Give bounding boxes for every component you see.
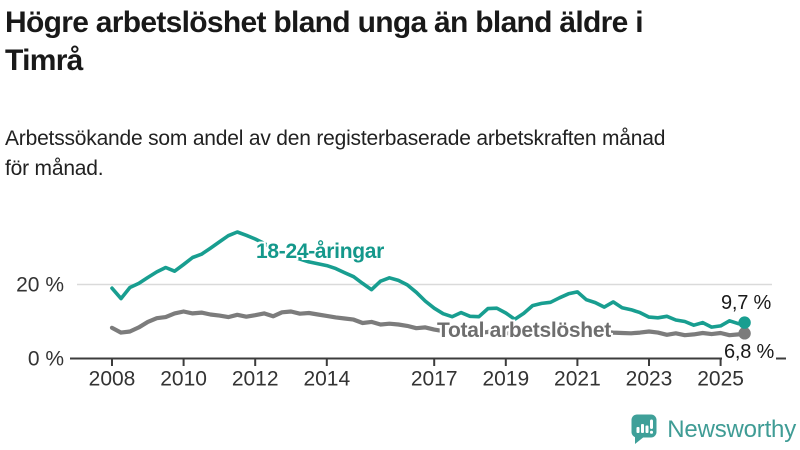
chart-svg: 0 % 20 % 2008 2010 2012 2014 2017 2019 2021 2023 2… — [16, 230, 786, 391]
x-tick-label: 2017 — [411, 368, 458, 391]
x-tick-label: 2023 — [626, 368, 673, 391]
end-value-young: 9,7 % — [721, 292, 772, 314]
x-tick-label: 2014 — [303, 368, 350, 391]
x-tick-label: 2008 — [89, 368, 136, 391]
end-value-total: 6,8 % — [722, 341, 777, 364]
x-tick-label: 2010 — [160, 368, 207, 391]
y-tick-label: 0 % — [28, 348, 64, 371]
series-label-total: Total arbetslöshet — [437, 319, 611, 342]
subtitle-line-2: för månad. — [5, 157, 104, 180]
line-total — [109, 309, 747, 338]
title-line-2: Timrå — [5, 44, 83, 77]
brand-logo-link[interactable]: Newsworthy — [631, 414, 796, 445]
brand-name: Newsworthy — [667, 415, 796, 443]
newsworthy-logo-icon — [631, 414, 657, 444]
y-tick-label: 20 % — [16, 274, 64, 297]
title-line-1: Högre arbetslöshet bland unga än bland ä… — [5, 6, 644, 39]
x-tick-label: 2025 — [697, 368, 744, 391]
series-label-young: 18-24-åringar — [256, 240, 384, 263]
x-tick-label: 2021 — [554, 368, 601, 391]
subtitle-line-1: Arbetssökande som andel av den registerb… — [5, 127, 666, 150]
x-tick-label: 2019 — [482, 368, 529, 391]
x-tick-label: 2012 — [232, 368, 279, 391]
end-dot-total — [738, 327, 751, 340]
line-young — [110, 230, 747, 329]
chart-subtitle: Arbetssökande som andel av den registerb… — [5, 124, 795, 184]
end-dot-young — [738, 316, 751, 329]
page-title: Högre arbetslöshet bland unga än bland ä… — [5, 4, 785, 80]
